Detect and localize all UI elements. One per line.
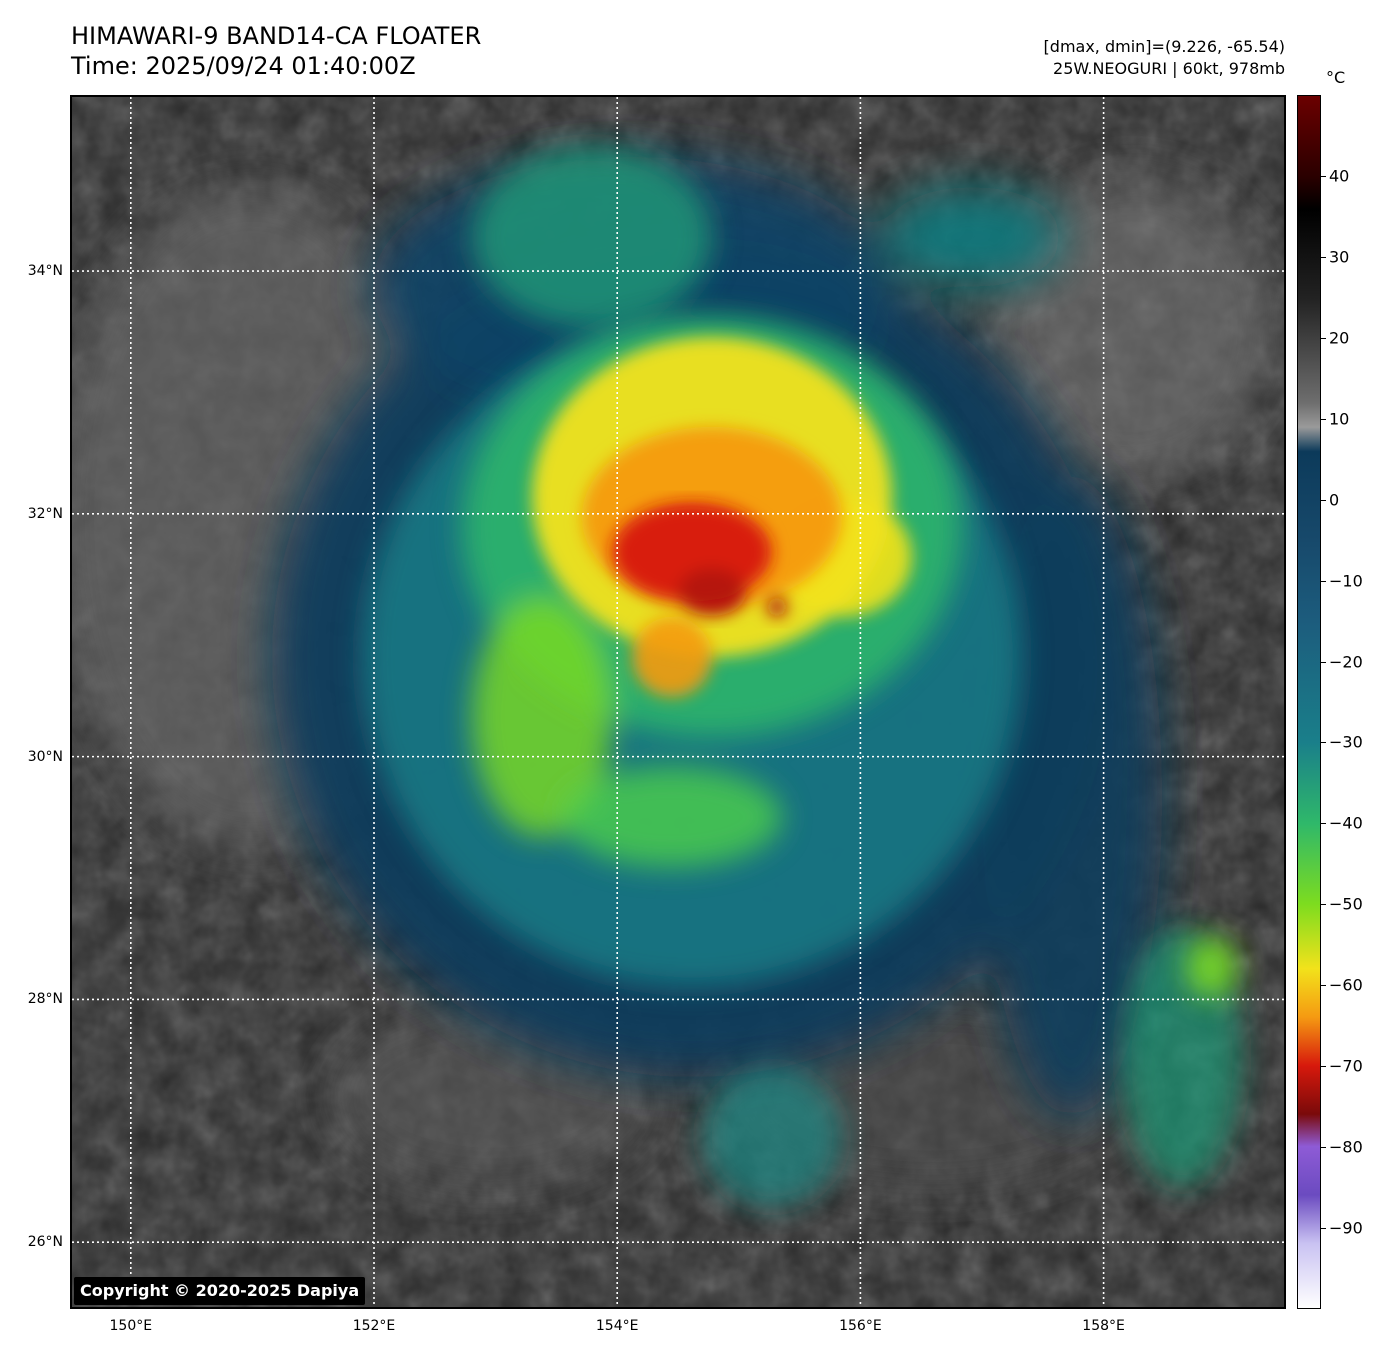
lat-label: 30°N (27, 748, 63, 765)
storm-info: 25W.NEOGURI | 60kt, 978mb (1053, 59, 1285, 78)
colorbar-tick-mark (1321, 175, 1326, 177)
data-range: [dmax, dmin]=(9.226, -65.54) (1043, 37, 1285, 56)
satellite-map: Copyright © 2020-2025 Dapiya (70, 95, 1286, 1309)
colorbar-tick-mark (1321, 1147, 1326, 1149)
lat-label: 34°N (27, 263, 63, 280)
temperature-colorbar (1297, 95, 1321, 1309)
colorbar-tick-label: −90 (1329, 1218, 1363, 1238)
lon-label: 154°E (595, 1318, 639, 1334)
colorbar-tick-label: −30 (1329, 732, 1363, 752)
colorbar-tick-mark (1321, 661, 1326, 663)
colorbar-tick-mark (1321, 1066, 1326, 1068)
colorbar-tick-label: −60 (1329, 975, 1363, 995)
colorbar-tick-mark (1321, 823, 1326, 825)
lat-label: 28°N (27, 991, 63, 1008)
lat-label: 26°N (27, 1234, 63, 1251)
colorbar-tick-label: 30 (1329, 247, 1350, 267)
map-time: Time: 2025/09/24 01:40:00Z (71, 52, 416, 80)
colorbar-tick-label: −70 (1329, 1056, 1363, 1076)
colorbar-tick-mark (1321, 742, 1326, 744)
colorbar-tick-label: −10 (1329, 571, 1363, 591)
colorbar-tick-mark (1321, 337, 1326, 339)
copyright-label: Copyright © 2020-2025 Dapiya (74, 1277, 366, 1305)
colorbar-tick-mark (1321, 499, 1326, 501)
lon-label: 150°E (109, 1318, 153, 1334)
satellite-imagery (72, 97, 1284, 1307)
lon-label: 156°E (839, 1318, 882, 1334)
colorbar-tick-mark (1321, 1228, 1326, 1230)
colorbar-tick-mark (1321, 418, 1326, 420)
colorbar-tick-label: 10 (1329, 409, 1350, 429)
colorbar-tick-label: 40 (1329, 166, 1350, 186)
colorbar-tick-label: −20 (1329, 652, 1363, 672)
colorbar-tick-label: 0 (1329, 490, 1340, 510)
colorbar-tick-mark (1321, 256, 1326, 258)
colorbar-tick-mark (1321, 985, 1326, 987)
lat-label: 32°N (27, 505, 63, 522)
lat-lon-grid (72, 97, 1284, 1307)
colorbar-unit: °C (1326, 68, 1346, 87)
map-title: HIMAWARI-9 BAND14-CA FLOATER (71, 22, 482, 50)
colorbar-tick-label: 20 (1329, 328, 1350, 348)
colorbar-tick-mark (1321, 580, 1326, 582)
lon-label: 158°E (1082, 1318, 1125, 1334)
colorbar-tick-label: −80 (1329, 1137, 1363, 1157)
colorbar-tick-mark (1321, 904, 1326, 906)
colorbar-tick-label: −40 (1329, 813, 1363, 833)
cloud-red-core (612, 502, 787, 617)
colorbar-tick-label: −50 (1329, 894, 1363, 914)
lon-label: 152°E (352, 1318, 396, 1334)
